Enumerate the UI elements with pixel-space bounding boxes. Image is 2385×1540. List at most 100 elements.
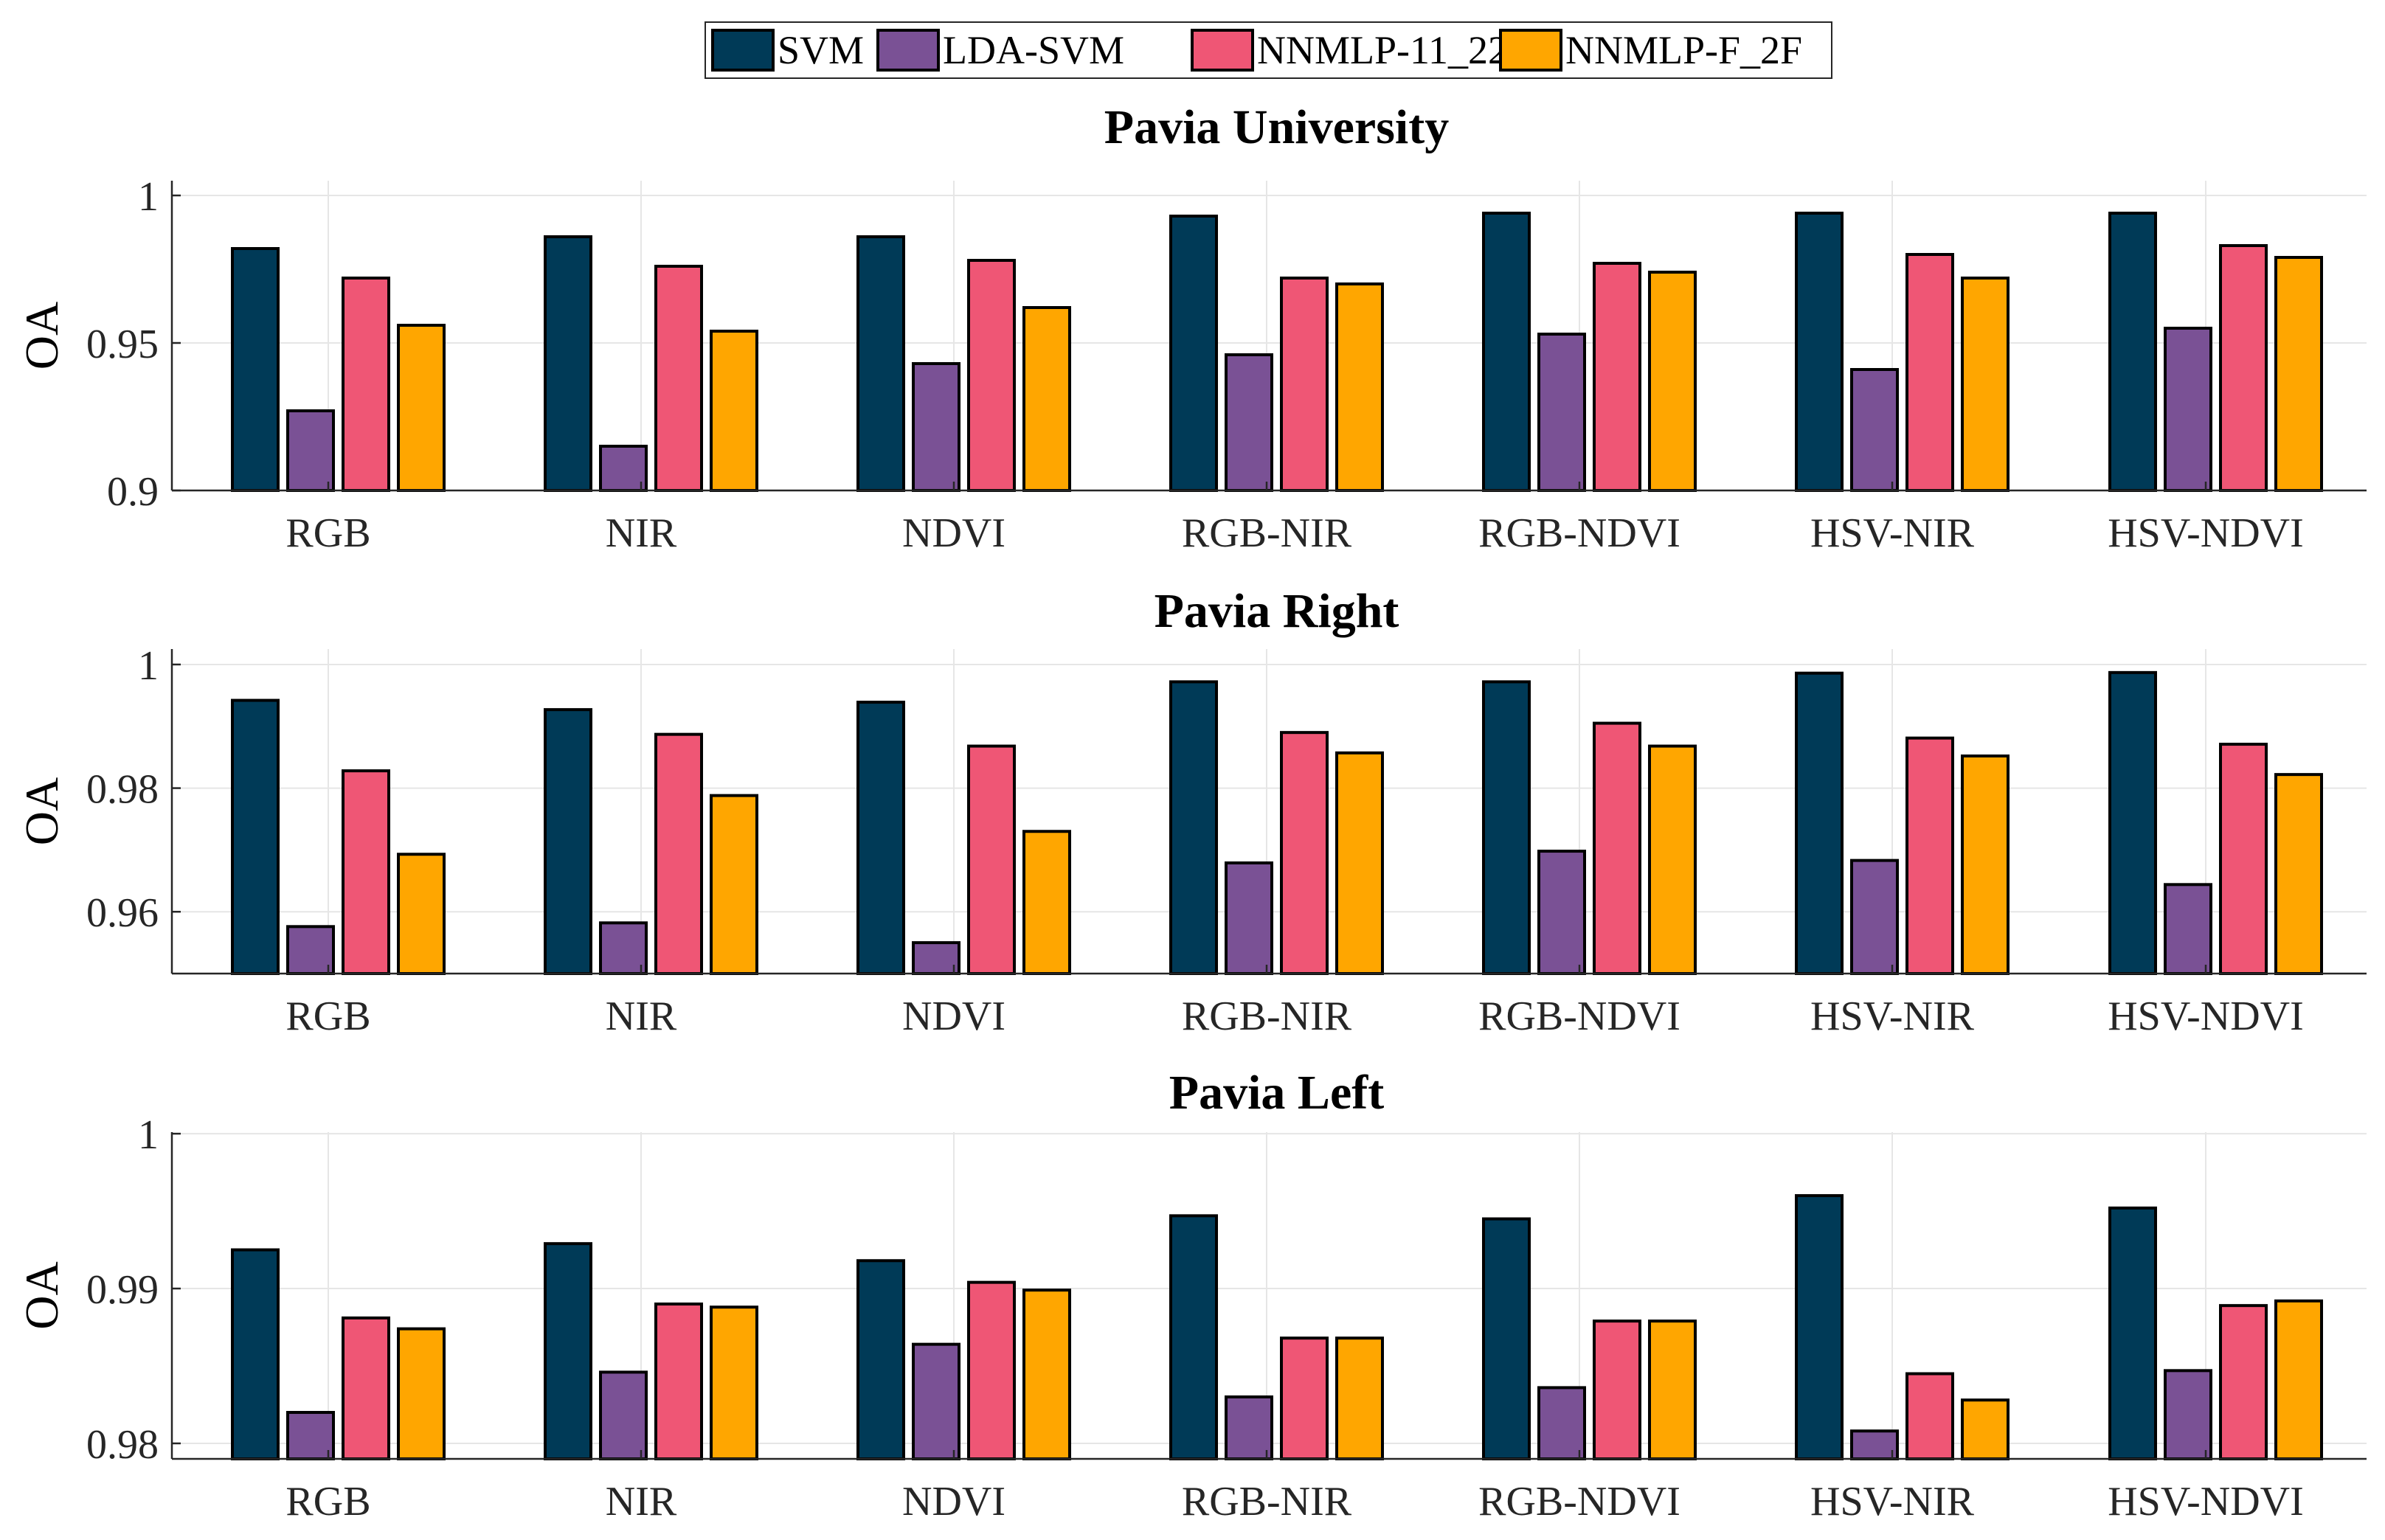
bar — [2164, 327, 2212, 492]
bar — [1648, 744, 1697, 975]
bar — [1593, 1319, 1641, 1461]
bar — [1795, 212, 1844, 492]
bar — [1850, 859, 1899, 975]
x-tick-label: NDVI — [902, 1479, 1005, 1525]
y-tick-label: 0.9 — [107, 469, 159, 515]
bar — [2108, 670, 2157, 975]
bar — [1961, 1398, 2010, 1461]
bar — [599, 921, 648, 976]
bar — [1537, 1386, 1586, 1460]
bar — [654, 265, 703, 492]
bar — [1280, 277, 1329, 492]
bar — [710, 794, 758, 975]
bar — [397, 1327, 446, 1460]
legend-entry: NNMLP-11_22 — [1191, 28, 1508, 72]
legend-swatch — [1499, 29, 1562, 72]
bar — [397, 853, 446, 975]
bar — [2219, 1304, 2268, 1461]
bar — [1225, 1395, 1273, 1460]
y-tick-label: 0.98 — [86, 1422, 159, 1468]
bar — [544, 235, 592, 492]
bar — [286, 1411, 335, 1460]
x-tick-label: NIR — [606, 510, 677, 556]
bar — [1795, 671, 1844, 976]
y-tick-label: 0.95 — [86, 322, 159, 367]
legend-swatch — [1191, 29, 1254, 72]
x-tick-label: RGB-NDVI — [1478, 993, 1680, 1039]
bar — [1593, 721, 1641, 975]
chart-panels: Pavia University 0.9 0.95 1 RGB NIR NDVI RGB-NI… — [15, 100, 2367, 1525]
bar — [1169, 215, 1218, 492]
bar — [912, 941, 960, 975]
bar — [1022, 306, 1071, 492]
bar — [286, 409, 335, 492]
bar — [2274, 1299, 2323, 1461]
x-tick-label: NIR — [606, 993, 677, 1039]
x-tick-label: RGB-NIR — [1182, 510, 1352, 556]
chart-title: Pavia Right — [1155, 584, 1399, 638]
x-tick-label: RGB — [285, 993, 370, 1039]
bar — [1905, 736, 1954, 976]
bar — [1482, 1217, 1531, 1461]
legend-label: SVM — [778, 28, 864, 72]
x-tick-label: HSV-NIR — [1810, 1479, 1975, 1525]
bar — [544, 1242, 592, 1461]
y-tick-label: 0.98 — [86, 767, 159, 813]
bar — [856, 1259, 905, 1460]
bar — [1648, 1319, 1697, 1461]
bar — [397, 324, 446, 492]
legend-label: NNMLP-F_2F — [1565, 28, 1802, 72]
bar — [599, 445, 648, 492]
x-tick-label: NIR — [606, 1479, 677, 1525]
y-axis-label: OA — [15, 302, 68, 370]
bar — [2274, 256, 2323, 492]
x-tick-label: RGB — [285, 1479, 370, 1525]
x-tick-label: RGB-NDVI — [1478, 510, 1680, 556]
bar — [654, 732, 703, 976]
bar — [1280, 1336, 1329, 1460]
bar — [544, 708, 592, 976]
legend-entry: NNMLP-F_2F — [1499, 28, 1802, 72]
bar — [2274, 773, 2323, 975]
legend-label: LDA-SVM — [943, 28, 1124, 72]
bar — [710, 330, 758, 492]
bar — [1225, 353, 1273, 492]
legend-swatch — [876, 29, 940, 72]
bar — [654, 1303, 703, 1460]
bar — [2108, 1206, 2157, 1461]
chart-title: Pavia Left — [1169, 1066, 1384, 1120]
bar — [1961, 277, 2010, 492]
bar — [1850, 1429, 1899, 1460]
y-tick-label: 0.96 — [86, 890, 159, 936]
x-tick-label: HSV-NDVI — [2108, 1479, 2304, 1525]
bar — [967, 1280, 1016, 1461]
x-tick-label: HSV-NDVI — [2108, 993, 2304, 1039]
bar — [286, 925, 335, 976]
bar — [1335, 282, 1384, 492]
bar — [1905, 253, 1954, 492]
bar — [856, 235, 905, 492]
bar — [856, 701, 905, 975]
bar — [967, 744, 1016, 975]
bar — [342, 1316, 390, 1460]
x-tick-label: RGB-NDVI — [1478, 1479, 1680, 1525]
bar — [1225, 861, 1273, 975]
y-axis-label: OA — [15, 777, 68, 845]
bar — [2164, 883, 2212, 976]
bar — [912, 1342, 960, 1461]
bar — [2219, 743, 2268, 975]
bar — [1335, 1336, 1384, 1460]
x-tick-label: RGB-NIR — [1182, 1479, 1352, 1525]
bar — [1537, 333, 1586, 492]
x-tick-label: NDVI — [902, 993, 1005, 1039]
bar — [342, 769, 390, 975]
x-tick-label: RGB-NIR — [1182, 993, 1352, 1039]
chart-panel: Pavia Right 0.96 0.98 1 RGB NIR NDVI RGB-NIR RGB… — [15, 584, 2367, 1039]
x-tick-label: HSV-NIR — [1810, 993, 1975, 1039]
legend-entry: SVM — [711, 28, 864, 72]
y-tick-label: 1 — [138, 174, 159, 220]
bar — [1593, 262, 1641, 492]
bar — [1961, 754, 2010, 975]
bar — [1022, 830, 1071, 975]
